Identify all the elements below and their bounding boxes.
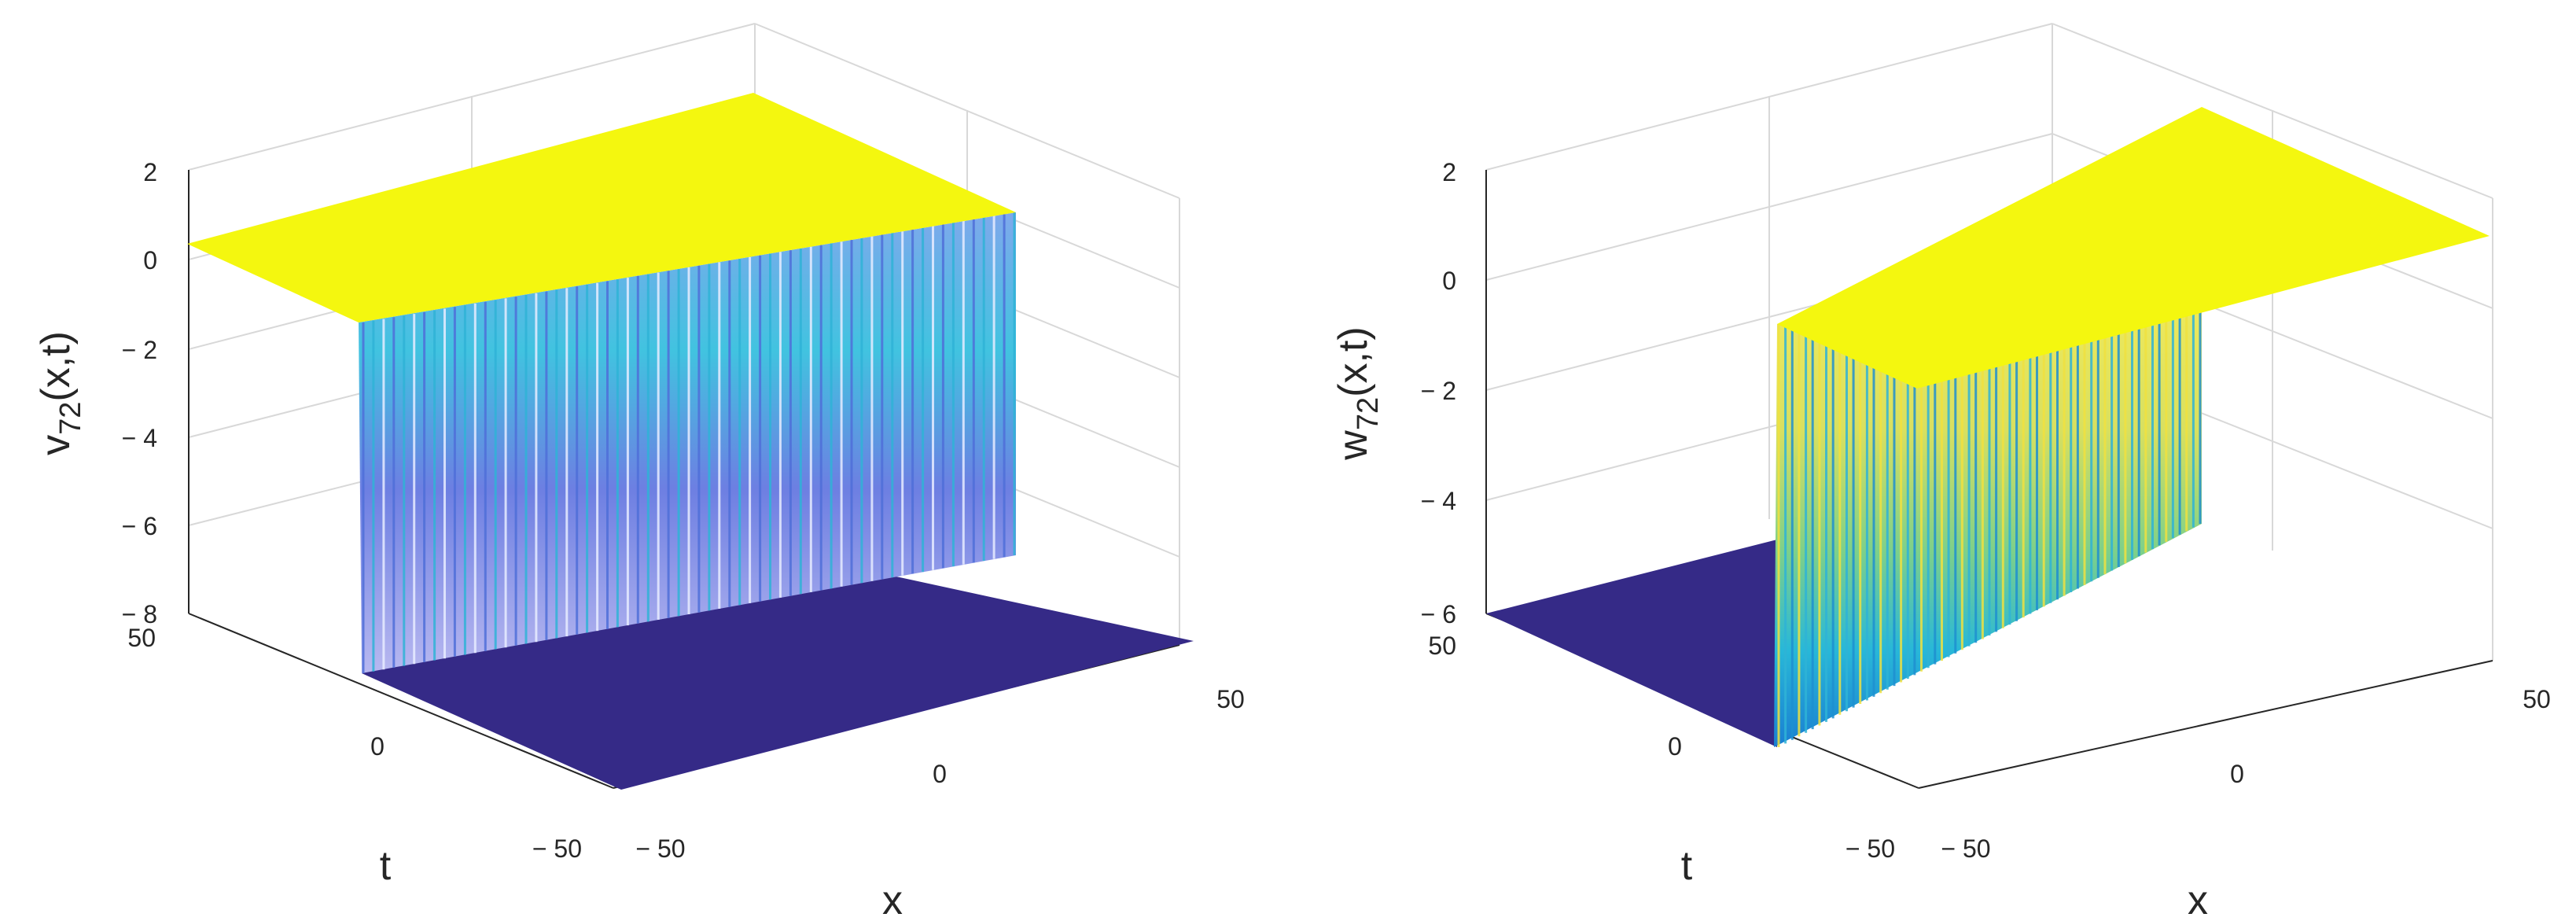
lower-plane-w72 (1486, 540, 1777, 747)
t-tick-label: 0 (370, 732, 385, 761)
t-tick-label: 50 (1428, 632, 1456, 660)
z-tick-label: 0 (143, 246, 157, 274)
z-tick-label: − 4 (1421, 487, 1456, 515)
x-ticks-w72: − 50 0 50 (1941, 685, 2550, 863)
x-tick-label: 50 (2523, 685, 2551, 713)
z-tick-label: 2 (143, 158, 157, 186)
t-tick-label: 50 (127, 624, 156, 652)
upper-plane-w72 (1777, 107, 2490, 389)
x-axis-label: x (2188, 878, 2208, 921)
t-tick-label: 0 (1668, 732, 1682, 761)
z-tick-label: − 4 (122, 424, 157, 452)
z-axis-label: w72(x,t) (1330, 326, 1385, 460)
z-tick-label: − 8 (122, 600, 157, 628)
lower-plane-v72 (362, 554, 1194, 790)
t-axis-label: t (380, 843, 392, 889)
x-tick-label: 0 (933, 760, 947, 788)
wall-stripes-v72 (362, 212, 1016, 673)
plot-w72: 2 0 − 2 − 4 − 6 50 0 − 50 − 50 0 50 t x … (1330, 23, 2551, 921)
z-axis-label: v72(x,t) (33, 331, 87, 455)
t-axis-label: t (1681, 843, 1693, 889)
t-ticks-w72: 50 0 − 50 (1428, 632, 1895, 863)
z-tick-label: − 2 (1421, 377, 1456, 405)
z-ticks-v72: 2 0 − 2 − 4 − 6 − 8 (122, 158, 157, 628)
x-tick-label: − 50 (635, 834, 685, 863)
t-tick-label: − 50 (1846, 834, 1895, 863)
z-tick-label: 0 (1442, 267, 1456, 295)
z-tick-label: − 6 (122, 512, 157, 540)
t-ticks-v72: 50 0 − 50 (127, 624, 582, 863)
x-axis-label: x (882, 878, 903, 921)
z-tick-label: − 2 (122, 336, 157, 364)
x-tick-label: 50 (1216, 685, 1245, 713)
upper-plane-v72 (187, 93, 1016, 322)
z-ticks-w72: 2 0 − 2 − 4 − 6 (1421, 158, 1456, 628)
z-tick-label: − 6 (1421, 600, 1456, 628)
x-ticks-v72: − 50 0 50 (635, 685, 1244, 863)
plot-v72: 2 0 − 2 − 4 − 6 − 8 50 0 − 50 − 50 0 50 … (33, 23, 1245, 921)
t-tick-label: − 50 (532, 834, 582, 863)
x-tick-label: − 50 (1941, 834, 1990, 863)
z-tick-label: 2 (1442, 158, 1456, 186)
x-tick-label: 0 (2230, 760, 2244, 788)
